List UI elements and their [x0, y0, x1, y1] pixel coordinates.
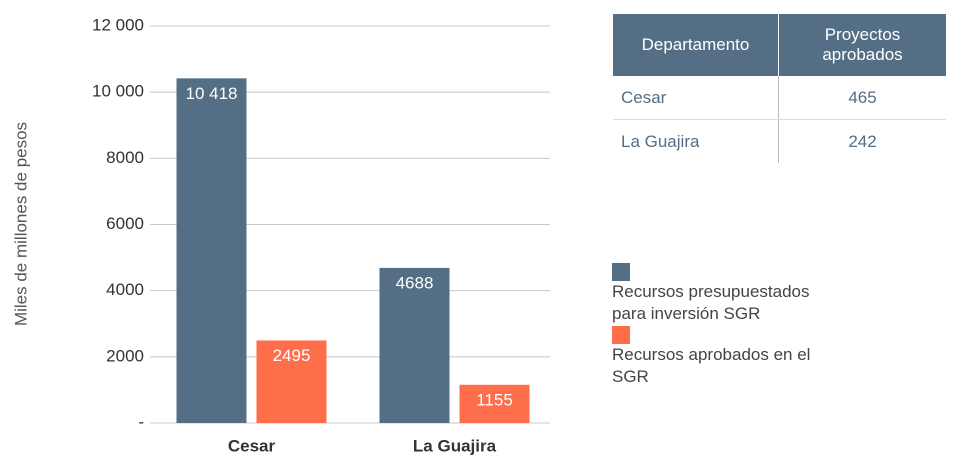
bar — [256, 340, 327, 423]
legend: Recursos presupuestados para inversión S… — [612, 262, 842, 388]
legend-swatch — [612, 263, 630, 281]
bar — [379, 267, 450, 423]
table-body: Cesar 465 La Guajira 242 — [613, 76, 946, 163]
y-tick-label: 6000 — [106, 214, 144, 233]
table-cell: 465 — [778, 76, 946, 120]
table-cell: 242 — [848, 131, 877, 151]
legend-label: Recursos presupuestados para inversión S… — [612, 282, 810, 323]
table-cell: Cesar — [613, 76, 779, 120]
y-tick-label: 4000 — [106, 280, 144, 299]
data-label: 1155 — [476, 390, 513, 409]
y-tick-label: 2000 — [106, 346, 144, 365]
x-tick-label: La Guajira — [413, 436, 497, 455]
data-label: 4688 — [396, 273, 434, 292]
y-axis-label: Miles de millones de pesos — [11, 122, 30, 326]
y-tick-label: 8000 — [106, 148, 144, 167]
x-tick-label: Cesar — [228, 436, 276, 455]
y-tick-label: 10 000 — [92, 82, 144, 101]
bar — [459, 384, 530, 423]
table-row: La Guajira 242 — [613, 119, 946, 163]
data-label: 2495 — [273, 346, 311, 365]
legend-item: Recursos presupuestados para inversión S… — [612, 263, 842, 325]
header-cell: Proyectos aprobados — [778, 14, 946, 76]
legend-item: Recursos aprobados en el SGR — [612, 326, 842, 388]
header-cell: Departamento — [613, 14, 779, 76]
projects-table: Departamento Proyectos aprobados Cesar 46… — [613, 14, 946, 163]
legend-swatch — [612, 326, 630, 344]
chart: Miles de millones de pesos - 2000 4000 6000… — [11, 15, 550, 455]
y-tick-label: 12 000 — [92, 15, 144, 34]
table-cell: La Guajira — [613, 119, 779, 163]
table-header: Departamento Proyectos aprobados — [613, 14, 946, 76]
data-label: 10 418 — [186, 84, 238, 103]
table-row: Cesar 465 — [613, 76, 946, 120]
bar — [176, 78, 247, 423]
y-tick-label: - — [138, 412, 144, 431]
legend-label: Recursos aprobados en el SGR — [612, 345, 811, 386]
